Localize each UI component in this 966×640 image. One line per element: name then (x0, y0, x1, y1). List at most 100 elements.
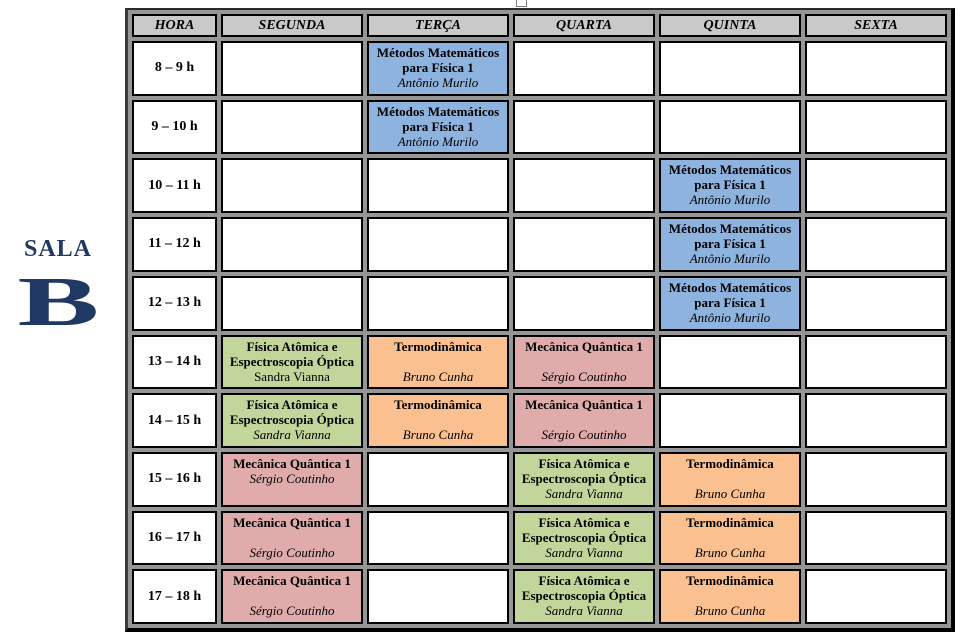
course-title: Física Atômica e (538, 573, 630, 589)
professor-name: Sandra Vianna (545, 603, 623, 619)
empty-cell (805, 569, 947, 624)
lesson-cell-termo: Termodinâmica Bruno Cunha (659, 510, 801, 566)
lesson-cell-faeo: Física Atômica e Espectroscopia Óptica San… (221, 334, 363, 390)
course-title: para Física 1 (694, 236, 766, 252)
lesson-cell-mmf: Métodos Matemáticos para Física 1 Antônio … (367, 41, 509, 96)
empty-cell (513, 41, 655, 96)
course-title: Espectroscopia Óptica (229, 353, 355, 369)
professor-name: Antônio Murilo (689, 309, 771, 325)
header-cell-segunda: SEGUNDA (221, 14, 363, 37)
time-cell: 12 – 13 h (132, 275, 217, 331)
time-cell: 13 – 14 h (132, 334, 217, 390)
lesson-cell-termo: Termodinâmica Bruno Cunha (659, 451, 801, 507)
time-cell: 17 – 18 h (132, 569, 217, 624)
empty-cell (513, 275, 655, 331)
room-label: SALA (23, 236, 93, 262)
course-title: Espectroscopia Óptica (521, 588, 647, 604)
course-title: Espectroscopia Óptica (521, 529, 647, 545)
empty-cell (659, 41, 801, 96)
empty-cell (513, 99, 655, 155)
empty-cell (367, 510, 509, 566)
lesson-cell-faeo: Física Atômica e Espectroscopia Óptica San… (513, 451, 655, 507)
course-title: para Física 1 (694, 294, 766, 310)
lesson-cell-mmf: Métodos Matemáticos para Física 1 Antônio … (659, 217, 801, 272)
empty-cell (221, 99, 363, 155)
professor-name: Sérgio Coutinho (541, 368, 627, 384)
empty-cell (221, 41, 363, 96)
course-title: Mecânica Quântica 1 (233, 573, 351, 589)
time-cell: 10 – 11 h (132, 158, 217, 214)
lesson-cell-mq1: Mecânica Quântica 1 Sérgio Coutinho (221, 510, 363, 566)
course-title: para Física 1 (402, 118, 474, 134)
professor-name: Bruno Cunha (694, 485, 766, 501)
professor-name: Sandra Vianna (254, 368, 330, 384)
room-letter: B (17, 264, 99, 341)
professor-name: Antônio Murilo (689, 192, 771, 208)
lesson-cell-mmf: Métodos Matemáticos para Física 1 Antônio … (367, 99, 509, 155)
lesson-cell-termo: Termodinâmica Bruno Cunha (367, 334, 509, 390)
course-title: Física Atômica e (246, 338, 338, 354)
empty-cell (805, 217, 947, 272)
empty-cell (221, 158, 363, 214)
lesson-cell-mmf: Métodos Matemáticos para Física 1 Antônio … (659, 275, 801, 331)
header-cell-terca: TERÇA (367, 14, 509, 37)
professor-name: Bruno Cunha (694, 603, 766, 619)
course-title: Métodos Matemáticos (668, 221, 792, 237)
time-cell: 15 – 16 h (132, 451, 217, 507)
professor-name: Antônio Murilo (397, 133, 479, 149)
course-title: Termodinâmica (686, 455, 774, 471)
course-title: Mecânica Quântica 1 (525, 338, 643, 354)
course-title: Termodinâmica (686, 514, 774, 530)
empty-cell (805, 158, 947, 214)
professor-name: Sandra Vianna (545, 544, 623, 560)
course-title: Mecânica Quântica 1 (233, 455, 351, 471)
professor-name: Sandra Vianna (545, 485, 623, 501)
course-title: Termodinâmica (394, 397, 482, 413)
empty-cell (659, 393, 801, 448)
empty-cell (221, 217, 363, 272)
course-title: Física Atômica e (246, 397, 338, 413)
header-cell-sexta: SEXTA (805, 14, 947, 37)
header-cell-hora: HORA (132, 14, 217, 37)
empty-cell (367, 158, 509, 214)
lesson-cell-mq1: Mecânica Quântica 1 Sérgio Coutinho (221, 569, 363, 624)
lesson-cell-mq1: Mecânica Quântica 1 Sérgio Coutinho (513, 334, 655, 390)
professor-name: Sérgio Coutinho (541, 427, 627, 443)
empty-cell (221, 275, 363, 331)
professor-name: Sérgio Coutinho (249, 603, 335, 619)
empty-cell (367, 217, 509, 272)
course-title: Física Atômica e (538, 455, 630, 471)
lesson-cell-faeo: Física Atômica e Espectroscopia Óptica San… (221, 393, 363, 448)
empty-cell (659, 334, 801, 390)
lesson-cell-termo: Termodinâmica Bruno Cunha (367, 393, 509, 448)
empty-cell (805, 451, 947, 507)
professor-name: Antônio Murilo (397, 75, 479, 90)
empty-cell (805, 275, 947, 331)
professor-name: Sérgio Coutinho (249, 470, 335, 486)
selection-handle-square (516, 0, 527, 7)
empty-cell (805, 510, 947, 566)
course-title: Mecânica Quântica 1 (233, 514, 351, 530)
professor-name: Antônio Murilo (689, 251, 771, 267)
empty-cell (805, 41, 947, 96)
professor-name: Bruno Cunha (694, 544, 766, 560)
empty-cell (805, 393, 947, 448)
professor-name: Sandra Vianna (253, 427, 331, 443)
course-title: Termodinâmica (686, 573, 774, 589)
lesson-cell-termo: Termodinâmica Bruno Cunha (659, 569, 801, 624)
course-title: Termodinâmica (394, 338, 482, 354)
professor-name: Bruno Cunha (402, 368, 474, 384)
course-title: Espectroscopia Óptica (229, 412, 355, 428)
empty-cell (513, 158, 655, 214)
empty-cell (367, 275, 509, 331)
course-title: para Física 1 (402, 60, 474, 75)
course-title: Mecânica Quântica 1 (525, 397, 643, 413)
empty-cell (659, 99, 801, 155)
lesson-cell-mmf: Métodos Matemáticos para Física 1 Antônio … (659, 158, 801, 214)
professor-name: Bruno Cunha (402, 427, 474, 443)
lesson-cell-mq1: Mecânica Quântica 1 Sérgio Coutinho (221, 451, 363, 507)
professor-name: Sérgio Coutinho (249, 544, 335, 560)
header-cell-quinta: QUINTA (659, 14, 801, 37)
lesson-cell-mq1: Mecânica Quântica 1 Sérgio Coutinho (513, 393, 655, 448)
empty-cell (367, 569, 509, 624)
